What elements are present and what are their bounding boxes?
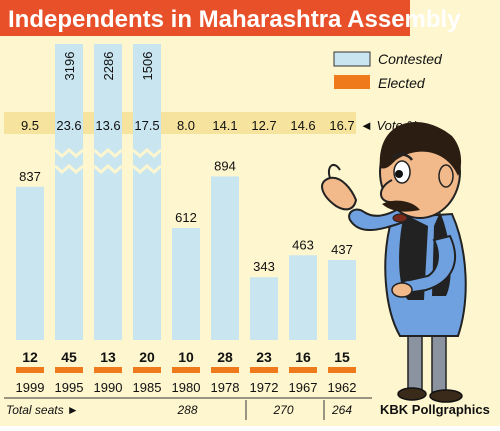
vote-percent-value: 14.6 [290,118,315,133]
year-tick-label: 1978 [211,380,240,395]
elected-bar [94,367,122,373]
chart-title: Independents in Maharashtra Assembly [8,6,461,33]
vote-percent-value: 9.5 [21,118,39,133]
year-tick-label: 1999 [16,380,45,395]
vote-percent-value: 23.6 [56,118,81,133]
elected-bar [172,367,200,373]
year-tick-label: 1967 [289,380,318,395]
elected-bar [250,367,278,373]
credit-text: KBK Pollgraphics [380,402,490,417]
contested-bar [289,255,317,340]
contested-bar [250,277,278,340]
year-tick-label: 1980 [172,380,201,395]
vote-percent-value: 14.1 [212,118,237,133]
axis-break-mark [93,148,123,158]
contested-value-label: 612 [175,210,197,225]
total-seats-value: 288 [176,403,197,417]
elected-value-label: 12 [22,349,38,365]
contested-bar [328,260,356,340]
year-tick-label: 1990 [94,380,123,395]
vote-percent-value: 13.6 [95,118,120,133]
elected-bar [16,367,44,373]
contested-value-label: 437 [331,242,353,257]
contested-bar [16,186,44,340]
total-seats-label: Total seats ► [6,403,79,417]
axis-break-mark [54,164,84,174]
year-tick-label: 1962 [328,380,357,395]
legend-swatch-contested [333,51,371,67]
elected-bar [289,367,317,373]
year-tick-label: 1985 [133,380,162,395]
vote-band [4,112,356,134]
vote-percent-value: 16.7 [329,118,354,133]
elected-value-label: 23 [256,349,272,365]
title-banner [0,0,410,36]
contested-value-label: 463 [292,237,314,252]
elected-bar [328,367,356,373]
legend-label-elected: Elected [378,75,426,91]
contested-bar [172,228,200,340]
contested-value-label: 3196 [62,52,77,81]
contested-bar [133,44,161,340]
year-axis: 1999 1995 1990 1985 1980 1978 1972 1967 1962 [16,380,357,395]
elected-bar [55,367,83,373]
axis-break-mark [54,148,84,158]
total-seats-value: 264 [331,403,352,417]
elected-series: 12 45 13 20 10 28 23 16 15 [16,349,356,373]
elected-value-label: 16 [295,349,311,365]
contested-value-label: 343 [253,259,275,274]
elected-value-label: 10 [178,349,194,365]
contested-value-label: 894 [214,158,236,173]
year-tick-label: 1972 [250,380,279,395]
vote-percent-value: 8.0 [177,118,195,133]
elected-value-label: 45 [61,349,77,365]
elected-bar [211,367,239,373]
contested-value-label: 2286 [101,52,116,81]
axis-break-mark [93,164,123,174]
contested-value-label: 1506 [140,52,155,81]
vote-percent-value: 12.7 [251,118,276,133]
elected-value-label: 15 [334,349,350,365]
legend-label-contested: Contested [378,51,443,67]
contested-bar [94,44,122,340]
axis-break-mark [132,164,162,174]
elected-value-label: 13 [100,349,116,365]
contested-series: 837 3196 2286 1506 612 894 343 463 437 [16,44,356,340]
total-seats-groups: 288 270 264 [176,400,352,420]
contested-bar [55,44,83,340]
elected-value-label: 28 [217,349,233,365]
elected-bar [133,367,161,373]
legend-swatch-elected [334,75,370,89]
total-seats-value: 270 [272,403,293,417]
politician-cartoon [321,122,467,403]
contested-bar [211,176,239,340]
elected-value-label: 20 [139,349,155,365]
vote-percent-row: 9.5 23.6 13.6 17.5 8.0 14.1 12.7 14.6 16.7 [21,118,355,133]
contested-value-label: 837 [19,169,41,184]
vote-percent-value: 17.5 [134,118,159,133]
axis-break-mark [132,148,162,158]
year-tick-label: 1995 [55,380,84,395]
